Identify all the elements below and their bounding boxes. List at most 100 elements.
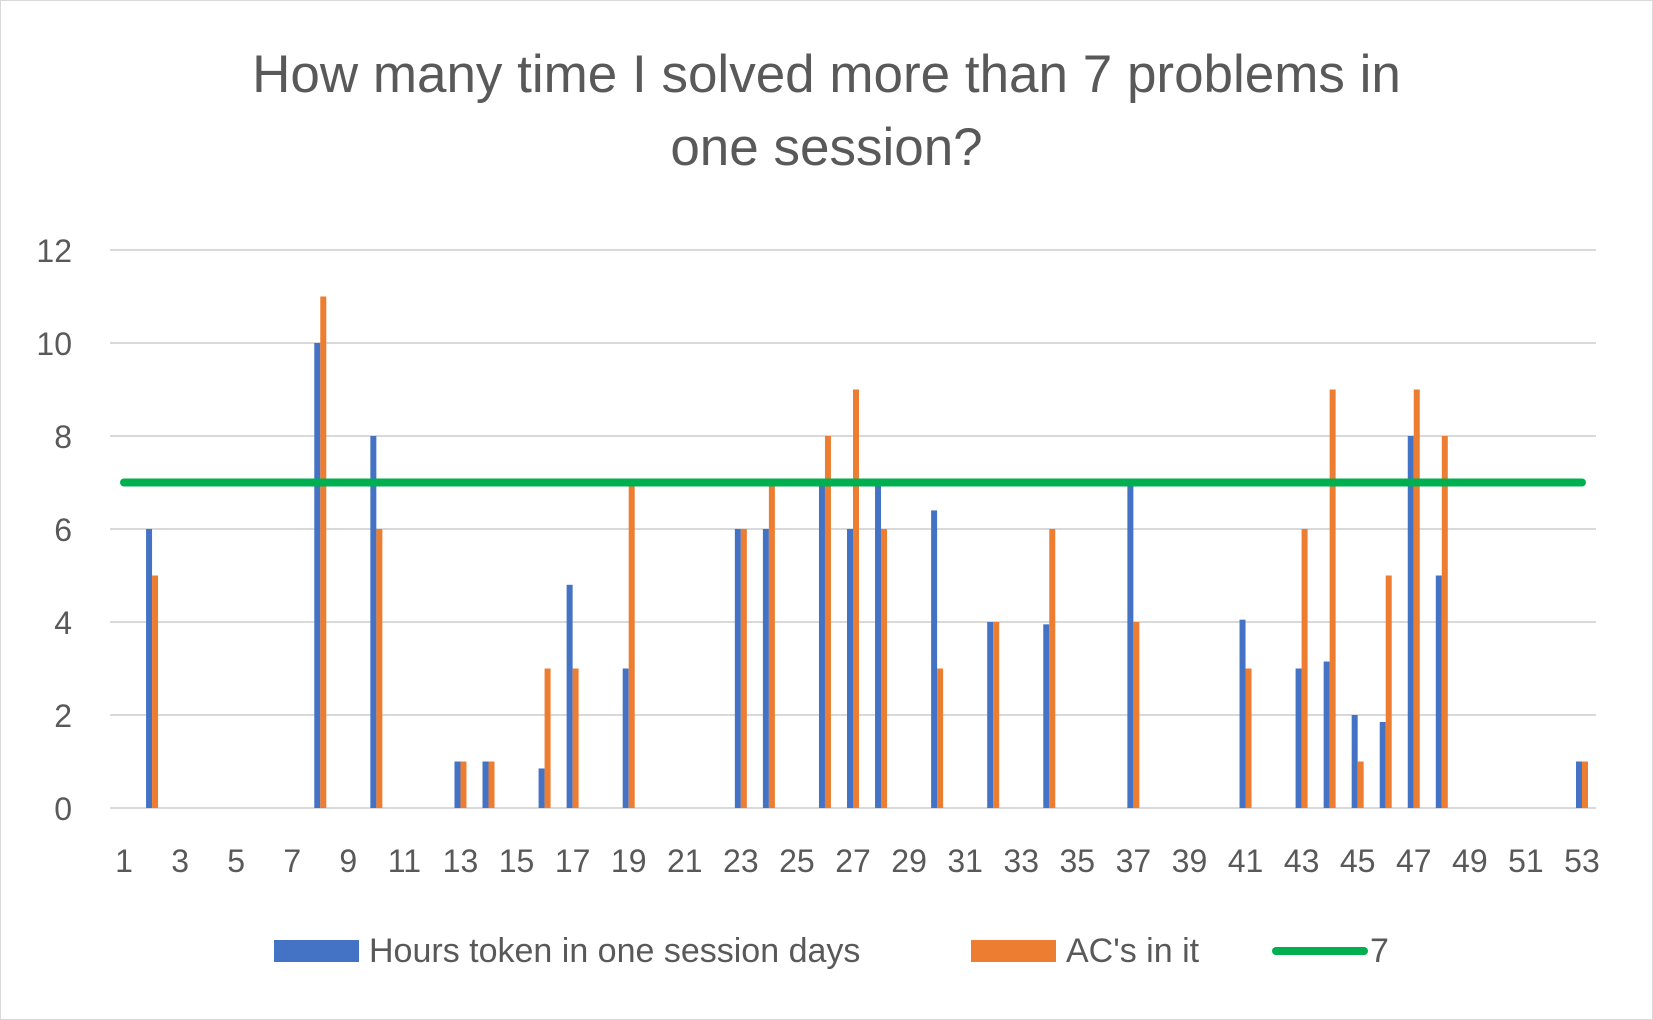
bar-acs-47 — [1413, 389, 1420, 808]
bar-hours-43 — [1295, 668, 1302, 808]
legend-item-acs: AC's in it — [971, 926, 1199, 976]
x-tick-label-31: 31 — [947, 843, 983, 879]
legend-item-seven: 7 — [1272, 926, 1389, 976]
bar-acs-13 — [460, 761, 467, 808]
x-tick-label-19: 19 — [611, 843, 647, 879]
bar-hours-17 — [566, 584, 573, 808]
x-tick-label-33: 33 — [1003, 843, 1039, 879]
bars — [146, 296, 1588, 808]
bar-hours-27 — [847, 529, 853, 808]
legend-swatch-hours — [274, 940, 359, 962]
bar-acs-30 — [937, 668, 944, 808]
bar-acs-8 — [320, 296, 327, 808]
chart-title-line-2: one session? — [670, 118, 983, 177]
bar-acs-14 — [488, 761, 495, 808]
y-axis-ticks: 0 2 4 6 8 10 12 — [36, 233, 72, 827]
bar-hours-34 — [1043, 624, 1050, 808]
x-axis-ticks: 1 3 5 7 9 11 13 15 17 19 21 23 25 27 29 31 33 35 37 39 41 43 4… — [115, 843, 1600, 879]
x-tick-label-17: 17 — [555, 843, 591, 879]
bar-hours-10 — [370, 436, 377, 808]
x-tick-label-29: 29 — [891, 843, 927, 879]
x-tick-label-27: 27 — [835, 843, 871, 879]
bar-hours-19 — [622, 668, 629, 808]
x-tick-label-45: 45 — [1340, 843, 1376, 879]
x-tick-label-5: 5 — [227, 843, 245, 879]
bar-hours-23 — [734, 529, 741, 808]
bar-acs-16 — [544, 668, 551, 808]
bar-hours-13 — [454, 761, 461, 808]
x-tick-label-13: 13 — [443, 843, 479, 879]
y-tick-label-4: 4 — [54, 605, 72, 641]
y-tick-label-6: 6 — [54, 512, 72, 548]
chart-title-line-1: How many time I solved more than 7 probl… — [252, 45, 1401, 104]
x-tick-label-37: 37 — [1116, 843, 1152, 879]
legend-swatch-acs — [971, 940, 1056, 962]
x-tick-label-49: 49 — [1452, 843, 1488, 879]
bar-hours-14 — [482, 761, 489, 808]
x-tick-label-3: 3 — [171, 843, 189, 879]
x-tick-label-47: 47 — [1396, 843, 1432, 879]
bar-acs-10 — [376, 529, 383, 808]
x-tick-label-41: 41 — [1228, 843, 1264, 879]
y-tick-label-2: 2 — [54, 698, 72, 734]
bar-acs-26 — [824, 436, 831, 808]
bar-hours-16 — [538, 768, 545, 808]
bar-hours-28 — [875, 482, 882, 808]
bar-hours-46 — [1379, 721, 1386, 808]
x-tick-label-9: 9 — [339, 843, 357, 879]
x-tick-label-15: 15 — [499, 843, 535, 879]
x-tick-label-7: 7 — [283, 843, 301, 879]
bar-acs-2 — [152, 575, 159, 808]
x-tick-label-53: 53 — [1564, 843, 1600, 879]
bar-acs-28 — [881, 529, 888, 808]
x-tick-label-11: 11 — [388, 843, 421, 879]
bar-acs-44 — [1329, 389, 1336, 808]
bar-acs-45 — [1357, 761, 1364, 808]
bar-acs-37 — [1133, 622, 1140, 808]
y-tick-label-12: 12 — [36, 233, 72, 269]
x-tick-label-43: 43 — [1284, 843, 1320, 879]
x-tick-label-39: 39 — [1172, 843, 1208, 879]
bar-acs-48 — [1441, 436, 1448, 808]
bar-hours-37 — [1127, 482, 1134, 808]
bar-acs-24 — [768, 482, 775, 808]
bar-hours-48 — [1435, 575, 1442, 808]
x-tick-label-1: 1 — [115, 843, 133, 879]
bar-acs-27 — [853, 389, 859, 808]
bar-acs-17 — [572, 668, 579, 808]
x-tick-label-23: 23 — [723, 843, 759, 879]
bar-acs-46 — [1385, 575, 1392, 808]
x-tick-label-35: 35 — [1060, 843, 1096, 879]
legend-label-seven: 7 — [1370, 931, 1389, 970]
bar-hours-2 — [146, 529, 153, 808]
bar-hours-41 — [1239, 619, 1246, 808]
bar-acs-32 — [993, 622, 1000, 808]
x-tick-label-25: 25 — [779, 843, 815, 879]
legend-label-acs: AC's in it — [1066, 931, 1200, 970]
chart-title: How many time I solved more than 7 probl… — [0, 38, 1653, 184]
bar-acs-53 — [1581, 761, 1588, 808]
bar-hours-44 — [1323, 661, 1330, 808]
x-tick-label-21: 21 — [667, 843, 703, 879]
bar-hours-47 — [1407, 436, 1414, 808]
bar-hours-53 — [1575, 761, 1582, 808]
bar-acs-34 — [1049, 529, 1056, 808]
bar-acs-23 — [740, 529, 747, 808]
bar-hours-45 — [1351, 715, 1358, 808]
bar-acs-41 — [1245, 668, 1252, 808]
bar-hours-24 — [762, 529, 769, 808]
legend-swatch-seven — [1272, 947, 1368, 955]
bar-acs-19 — [628, 482, 635, 808]
y-tick-label-8: 8 — [54, 419, 72, 455]
bar-hours-8 — [314, 343, 321, 808]
legend: Hours token in one session days AC's in … — [0, 926, 1653, 976]
bar-hours-32 — [987, 622, 994, 808]
y-tick-label-0: 0 — [54, 791, 72, 827]
bar-acs-43 — [1301, 529, 1308, 808]
x-tick-label-51: 51 — [1508, 843, 1544, 879]
legend-label-hours: Hours token in one session days — [369, 931, 861, 970]
legend-item-hours: Hours token in one session days — [274, 926, 860, 976]
bar-hours-26 — [818, 482, 825, 808]
bar-hours-30 — [931, 510, 938, 808]
